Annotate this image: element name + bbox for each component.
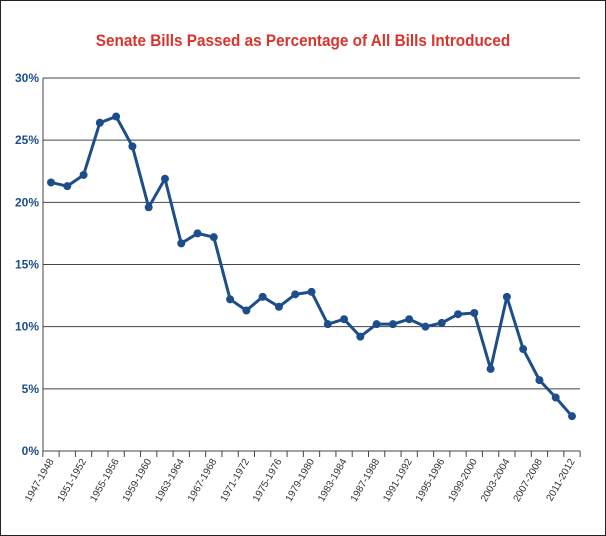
x-tick-label: 1967-1968 <box>186 457 220 504</box>
data-point <box>193 229 202 238</box>
x-tick-label: 1963-1964 <box>153 457 187 504</box>
y-tick-label: 5% <box>22 382 40 396</box>
data-point <box>502 292 511 301</box>
data-point <box>112 112 121 121</box>
y-tick-label: 30% <box>15 71 39 85</box>
data-point <box>63 182 72 191</box>
data-point <box>486 364 495 373</box>
x-tick-label: 1955-1956 <box>88 457 122 504</box>
data-point <box>551 393 560 402</box>
x-tick-label: 1979-1980 <box>284 457 318 504</box>
data-point <box>242 306 251 315</box>
y-tick-label: 20% <box>15 195 39 209</box>
x-tick-label: 2003-2004 <box>479 457 513 504</box>
data-point <box>421 322 430 331</box>
data-point <box>519 345 528 354</box>
data-point <box>454 310 463 319</box>
x-tick-label: 1971-1972 <box>219 457 253 504</box>
x-tick-label: 1987-1988 <box>349 457 383 504</box>
data-point <box>160 174 169 183</box>
x-tick-label: 1959-1960 <box>121 457 155 504</box>
data-point <box>209 233 218 242</box>
data-point <box>79 170 88 179</box>
data-point <box>568 412 576 421</box>
x-tick-label: 2011-2012 <box>545 457 578 504</box>
data-point <box>437 318 446 327</box>
y-tick-label: 10% <box>15 320 39 334</box>
x-tick-label: 1975-1976 <box>251 457 285 504</box>
data-point <box>47 178 55 187</box>
data-point <box>258 292 267 301</box>
x-tick-label: 1991-1992 <box>381 457 415 504</box>
data-point <box>388 320 397 329</box>
data-point <box>291 290 300 299</box>
y-tick-label: 15% <box>15 258 39 272</box>
data-point <box>405 315 414 324</box>
x-tick-label: 1951-1952 <box>56 457 90 504</box>
data-point <box>144 203 153 212</box>
x-tick-label: 2007-2008 <box>512 457 546 504</box>
data-point <box>535 376 544 385</box>
data-point <box>323 320 332 329</box>
data-point <box>372 320 381 329</box>
data-point <box>95 118 104 127</box>
data-point <box>340 315 349 324</box>
data-point <box>274 302 283 311</box>
chart-title: Senate Bills Passed as Percentage of All… <box>95 31 511 50</box>
data-point <box>128 142 137 151</box>
y-tick-label: 0% <box>22 444 40 458</box>
data-point <box>307 287 316 296</box>
data-point <box>356 332 365 341</box>
x-tick-label: 1995-1996 <box>414 457 448 504</box>
x-tick-label: 1999-2000 <box>446 457 480 504</box>
data-point <box>470 308 479 317</box>
data-point <box>177 239 186 248</box>
x-tick-label: 1947-1948 <box>23 457 57 504</box>
data-point <box>226 295 235 304</box>
y-tick-label: 25% <box>15 133 39 147</box>
x-tick-label: 1983-1984 <box>316 457 350 504</box>
